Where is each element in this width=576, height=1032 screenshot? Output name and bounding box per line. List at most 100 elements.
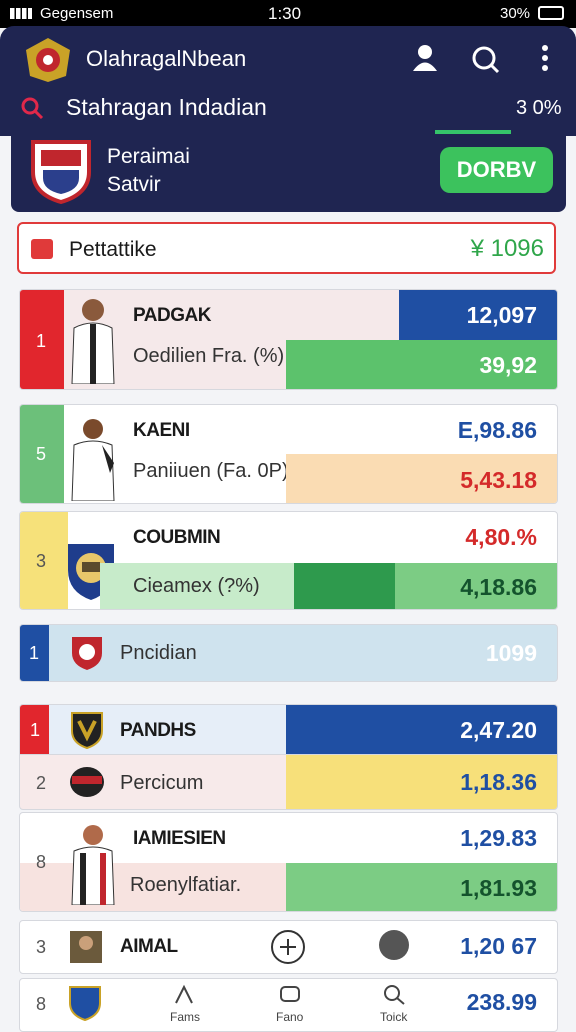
ranking-row[interactable]: 1 Pncidian 1099 xyxy=(19,624,558,682)
clock: 1:30 xyxy=(268,4,302,23)
team-crest xyxy=(68,544,114,600)
player-sub-value: 4,18.86 xyxy=(460,574,537,600)
player-subtitle: Roenylfatiar. xyxy=(130,874,242,896)
value-bar xyxy=(286,705,557,755)
search-field[interactable]: Stahragan Indadian xyxy=(66,94,267,120)
rank: 2 xyxy=(36,773,47,793)
value-bar xyxy=(399,290,557,340)
player-photo xyxy=(71,419,115,501)
ranking-row[interactable]: 3 AIMAL 1,20 67 xyxy=(19,920,558,974)
player-name: COUBMIN xyxy=(133,527,221,548)
rank: 8 xyxy=(36,994,47,1014)
carrier: Gegensem xyxy=(40,5,114,22)
menu-button[interactable] xyxy=(540,44,550,72)
app-header: OlahragalNbean Stahragan Indadian 3 0% xyxy=(0,26,576,136)
player-value: 4,80.% xyxy=(465,524,537,550)
nav-icon xyxy=(175,984,193,1004)
sub-value-bar xyxy=(294,563,395,609)
player-name: PANDHS xyxy=(120,720,196,741)
featured-card: Peraimai Satvir DORBV xyxy=(11,136,566,212)
summary-value: ¥ 1096 xyxy=(470,235,544,262)
player-sub-value: 5,43.18 xyxy=(460,467,537,493)
ranking-row[interactable]: 8 IAMIESIEN Roenylfatiar. 1,29.83 1,81.9… xyxy=(19,812,558,912)
rank: 1 xyxy=(36,331,47,351)
rank-strip xyxy=(20,290,64,389)
search-value: 3 0% xyxy=(516,97,562,119)
app-title: OlahragalNbean xyxy=(86,46,247,71)
player-name: Percicum xyxy=(120,772,204,794)
player-name: Pncidian xyxy=(120,642,197,664)
player-photo xyxy=(71,825,115,905)
rank-strip xyxy=(20,625,49,681)
nav-icon xyxy=(384,985,405,1005)
rank-strip xyxy=(20,705,49,755)
search-button[interactable] xyxy=(470,44,500,74)
team-crest xyxy=(70,767,104,797)
player-value: 1099 xyxy=(485,640,537,666)
player-subtitle: Oedilien Fra. (%) xyxy=(133,345,285,367)
battery-icon xyxy=(538,6,564,20)
battery-level: 30% xyxy=(500,5,531,22)
ranking-row[interactable]: 8 Fams Fano Toick 238.99 xyxy=(19,978,558,1032)
player-value: 2,47.20 xyxy=(460,717,537,743)
ranking-row[interactable]: 5 KAENI Paniiuen (Fa. 0P) E,98.86 5,43.1… xyxy=(19,404,558,504)
summary-label: Pettattike xyxy=(69,238,157,261)
player-subtitle: Paniiuen (Fa. 0P) xyxy=(133,460,289,482)
player-sub-value: 39,92 xyxy=(479,352,537,378)
rank: 5 xyxy=(36,444,47,464)
ranking-row[interactable]: 1 PANDHS 2,47.20 xyxy=(19,704,558,756)
team-crest xyxy=(31,140,91,204)
profile-button[interactable] xyxy=(412,44,438,72)
sub-bar-light xyxy=(100,563,294,609)
rank-strip xyxy=(20,512,68,609)
player-value: 12,097 xyxy=(466,302,537,328)
sub-value-bar xyxy=(286,863,557,911)
player-value: 1,20 67 xyxy=(460,933,537,959)
player-value: 238.99 xyxy=(466,989,537,1015)
player-name: KAENI xyxy=(133,420,190,441)
player-value: 1,29.83 xyxy=(460,825,537,851)
player-name: PADGAK xyxy=(133,305,211,326)
summary-icon xyxy=(31,239,53,259)
summary-box: Pettattike ¥ 1096 xyxy=(17,222,556,274)
status-bar: Gegensem 1:30 30% xyxy=(0,0,576,28)
player-subtitle: Cieamex (?%) xyxy=(133,575,260,597)
value-bar xyxy=(286,755,557,809)
ranking-row[interactable]: 1 PADGAK Oedilien Fra. (%) 12,097 39,92 xyxy=(19,289,558,390)
signal-icon xyxy=(10,8,32,19)
player-sub-value: 1,81.93 xyxy=(460,875,537,901)
badge-icon xyxy=(379,930,409,960)
player-photo xyxy=(71,299,115,384)
sub-value-bar xyxy=(395,563,557,609)
rank: 3 xyxy=(36,551,47,571)
nav-icon xyxy=(280,986,300,1002)
featured-line1: Peraimai xyxy=(107,145,190,168)
app-logo xyxy=(26,38,70,82)
team-crest xyxy=(72,637,102,670)
rank: 1 xyxy=(29,643,40,663)
add-button[interactable] xyxy=(270,929,306,965)
team-crest xyxy=(71,712,103,749)
rank: 1 xyxy=(30,720,41,740)
featured-line2: Satvir xyxy=(107,173,161,196)
ranking-row[interactable]: 3 COUBMIN Cieamex (?%) 4,80.% 4,18.86 xyxy=(19,511,558,610)
nav-label[interactable]: Toick xyxy=(380,1010,408,1024)
rank: 8 xyxy=(36,852,47,872)
rank: 3 xyxy=(36,937,47,957)
team-crest xyxy=(69,986,101,1021)
ranking-row[interactable]: 2 Percicum 1,18.36 xyxy=(19,754,558,810)
player-name: AIMAL xyxy=(120,936,178,957)
nav-label[interactable]: Fams xyxy=(170,1010,200,1024)
player-photo xyxy=(70,931,102,963)
nav-label[interactable]: Fano xyxy=(276,1010,304,1024)
featured-button[interactable]: DORBV xyxy=(440,147,553,193)
sub-value-bar xyxy=(286,454,557,503)
player-name: IAMIESIEN xyxy=(133,828,226,849)
sub-value-bar xyxy=(286,340,557,389)
tab-indicator xyxy=(435,130,511,134)
player-value: 1,18.36 xyxy=(460,769,537,795)
sub-bar-light xyxy=(20,863,286,911)
player-value: E,98.86 xyxy=(457,417,537,443)
search-icon xyxy=(21,97,44,120)
